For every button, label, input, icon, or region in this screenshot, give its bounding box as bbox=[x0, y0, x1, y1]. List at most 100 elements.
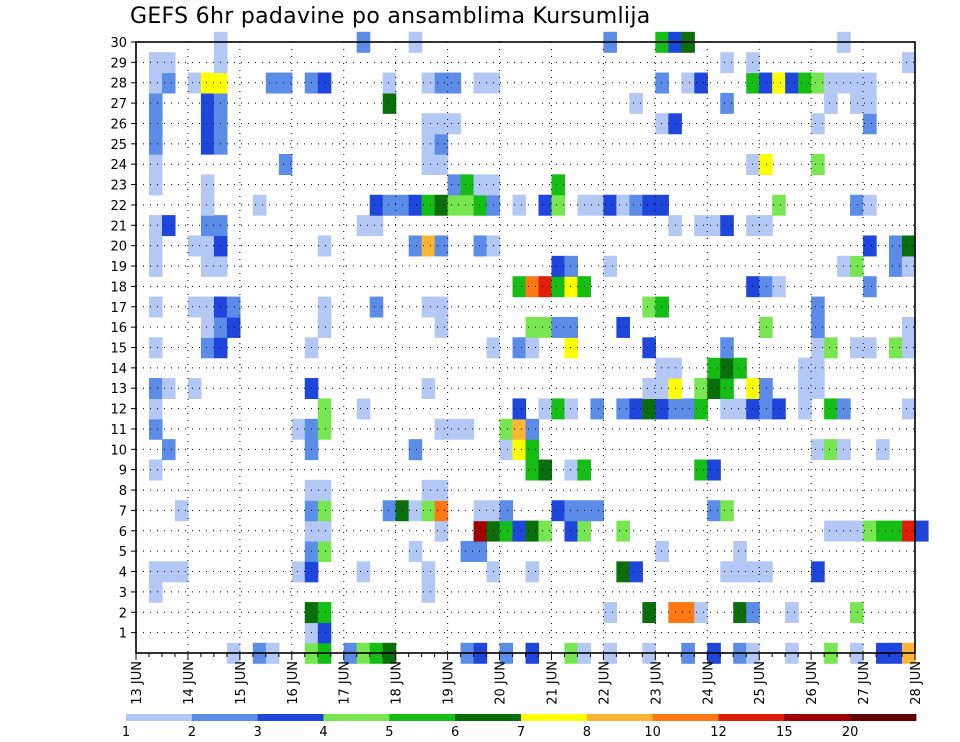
heatmap-cell bbox=[707, 500, 721, 522]
heatmap-cell bbox=[759, 215, 773, 237]
heatmap-cell bbox=[616, 194, 630, 216]
heatmap-cell bbox=[707, 215, 721, 237]
heatmap-cell bbox=[356, 215, 371, 237]
heatmap-cell bbox=[148, 561, 163, 583]
y-tick-label: 9 bbox=[119, 464, 127, 479]
heatmap-cell bbox=[434, 194, 449, 216]
heatmap-cell bbox=[850, 72, 864, 94]
heatmap-cell bbox=[317, 520, 332, 542]
heatmap-cell bbox=[200, 92, 215, 114]
heatmap-cell bbox=[629, 398, 643, 420]
heatmap-cell bbox=[616, 398, 630, 420]
heatmap-cell bbox=[746, 154, 760, 175]
heatmap-cell bbox=[512, 398, 527, 420]
heatmap-cell bbox=[200, 337, 215, 359]
heatmap-cell bbox=[746, 561, 760, 583]
heatmap-cell bbox=[824, 398, 838, 420]
heatmap-cell bbox=[824, 92, 838, 114]
heatmap-cell bbox=[694, 459, 708, 481]
heatmap-cell bbox=[148, 459, 163, 481]
heatmap-cell bbox=[863, 113, 877, 135]
heatmap-cell bbox=[551, 500, 566, 522]
heatmap-cell bbox=[512, 520, 527, 542]
heatmap-cell bbox=[551, 398, 566, 420]
heatmap-cell bbox=[148, 337, 163, 359]
heatmap-cell bbox=[408, 540, 423, 562]
y-tick-label: 23 bbox=[110, 179, 127, 194]
heatmap-cell bbox=[317, 72, 332, 94]
heatmap-cell bbox=[408, 194, 423, 216]
y-tick-label: 4 bbox=[119, 566, 127, 581]
heatmap-cell bbox=[317, 398, 332, 420]
heatmap-cell bbox=[148, 72, 163, 94]
heatmap-cell bbox=[746, 398, 760, 420]
colorbar-segment bbox=[323, 714, 390, 721]
heatmap-cell bbox=[733, 357, 747, 379]
x-tick-label: 19 JUN bbox=[442, 661, 457, 705]
heatmap-cell bbox=[525, 276, 540, 298]
heatmap-cell bbox=[811, 337, 825, 359]
colorbar-label: 6 bbox=[451, 725, 459, 740]
y-tick-label: 2 bbox=[119, 606, 127, 621]
x-tick-label: 23 JUN bbox=[649, 661, 664, 705]
heatmap-cell bbox=[525, 316, 540, 338]
heatmap-cell bbox=[278, 72, 293, 94]
heatmap-cell bbox=[421, 72, 436, 94]
colorbar-segment bbox=[521, 714, 588, 721]
heatmap-cell bbox=[148, 296, 163, 318]
heatmap-cell bbox=[421, 561, 436, 583]
colorbar-label: 8 bbox=[583, 725, 591, 740]
heatmap-cell bbox=[512, 418, 527, 440]
y-tick-label: 29 bbox=[110, 56, 127, 71]
heatmap-cell bbox=[512, 194, 527, 216]
heatmap-cell bbox=[824, 72, 838, 94]
heatmap-cell bbox=[642, 296, 656, 318]
heatmap-cell bbox=[317, 540, 332, 562]
heatmap-cell bbox=[421, 194, 436, 216]
heatmap-cell bbox=[798, 357, 812, 379]
heatmap-cell bbox=[720, 378, 734, 400]
heatmap-cell bbox=[551, 174, 566, 196]
heatmap-cell bbox=[707, 357, 721, 379]
y-tick-label: 8 bbox=[119, 484, 127, 499]
heatmap-cell bbox=[200, 133, 215, 155]
heatmap-cell bbox=[538, 316, 553, 338]
y-tick-label: 27 bbox=[110, 97, 127, 112]
heatmap-cell bbox=[434, 479, 449, 501]
heatmap-cell bbox=[876, 520, 890, 542]
heatmap-cell bbox=[707, 459, 721, 481]
heatmap-cell bbox=[564, 398, 579, 420]
x-tick-label: 14 JUN bbox=[182, 661, 197, 705]
heatmap-cell bbox=[590, 194, 604, 216]
heatmap-cell bbox=[616, 561, 630, 583]
x-tick-label: 24 JUN bbox=[701, 661, 716, 705]
heatmap-cell bbox=[148, 92, 163, 114]
heatmap-cell bbox=[447, 113, 462, 135]
heatmap-cell bbox=[720, 357, 734, 379]
heatmap-cell bbox=[811, 296, 825, 318]
heatmap-cell bbox=[148, 113, 163, 135]
heatmap-cell bbox=[161, 561, 176, 583]
colorbar-segment bbox=[389, 714, 456, 721]
heatmap-cell bbox=[460, 174, 475, 196]
x-tick-label: 18 JUN bbox=[390, 661, 405, 705]
heatmap-cell bbox=[681, 72, 695, 94]
heatmap-cell bbox=[161, 52, 176, 74]
y-tick-label: 5 bbox=[119, 545, 127, 560]
heatmap-cell bbox=[161, 439, 176, 461]
heatmap-cell bbox=[564, 255, 579, 277]
chart-title: GEFS 6hr padavine po ansamblima Kursumli… bbox=[130, 4, 651, 29]
heatmap-cell bbox=[434, 133, 449, 155]
y-tick-label: 30 bbox=[110, 36, 127, 51]
x-tick-label: 21 JUN bbox=[545, 661, 560, 705]
heatmap-cell bbox=[642, 337, 656, 359]
heatmap-cell bbox=[850, 337, 864, 359]
colorbar-label: 15 bbox=[776, 725, 793, 740]
heatmap-cell bbox=[525, 459, 540, 481]
heatmap-cell bbox=[902, 255, 916, 277]
y-tick-label: 17 bbox=[110, 301, 127, 316]
y-tick-label: 28 bbox=[110, 77, 127, 92]
heatmap-cell bbox=[733, 540, 747, 562]
colorbar-label: 5 bbox=[385, 725, 393, 740]
heatmap-cell bbox=[200, 215, 215, 237]
